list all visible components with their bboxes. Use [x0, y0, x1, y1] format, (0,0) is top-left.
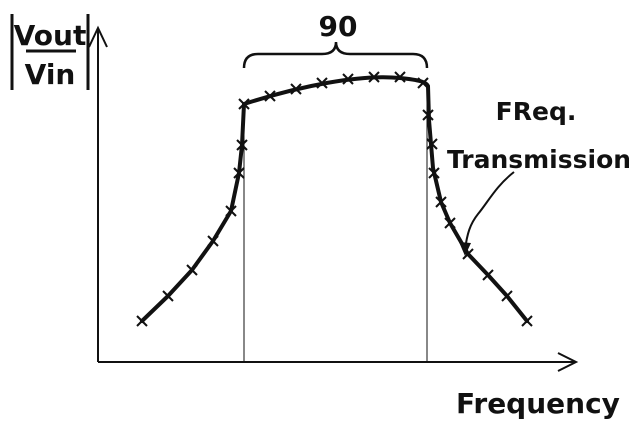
curve-marker-22 [501, 290, 513, 302]
annotation-leader-line [464, 171, 515, 251]
y-axis-label: Vout Vin [10, 14, 90, 91]
x-axis-arrowhead [557, 352, 579, 372]
curve-marker-10 [316, 77, 328, 89]
passband-brace [242, 41, 429, 69]
curve-marker-2 [186, 264, 198, 276]
axes [88, 25, 579, 372]
y-label-denominator: Vin [25, 58, 76, 91]
curve-marker-11 [342, 73, 354, 85]
curve-markers [136, 71, 533, 327]
curve-marker-14 [417, 77, 429, 89]
y-label-numerator: Vout [14, 19, 87, 52]
curve-marker-16 [426, 138, 438, 150]
curve-marker-4 [225, 205, 237, 217]
curve-annotation-line1: FReq. [496, 97, 577, 126]
passband-label: 90 [319, 10, 358, 43]
curve-annotation-line2: Transmission [447, 145, 629, 174]
y-axis-arrowhead [88, 25, 108, 48]
response-curve [140, 75, 529, 323]
curve-marker-7 [238, 98, 250, 110]
curve-marker-9 [290, 83, 302, 95]
annotation-arrowhead [459, 242, 471, 256]
curve-marker-3 [207, 235, 219, 247]
curve-marker-1 [162, 290, 174, 302]
x-axis-label: Frequency [456, 387, 620, 420]
curve-marker-21 [482, 269, 494, 281]
curve-marker-18 [435, 196, 447, 208]
curve-marker-5 [233, 167, 245, 179]
curve-marker-0 [136, 315, 148, 327]
curve-marker-15 [422, 109, 434, 121]
curve-marker-6 [236, 139, 248, 151]
curve-marker-19 [444, 217, 456, 229]
curve-marker-23 [521, 315, 533, 327]
curve-marker-13 [394, 71, 406, 83]
curve-marker-8 [264, 90, 276, 102]
curve-marker-17 [428, 167, 440, 179]
curve-marker-12 [368, 71, 380, 83]
